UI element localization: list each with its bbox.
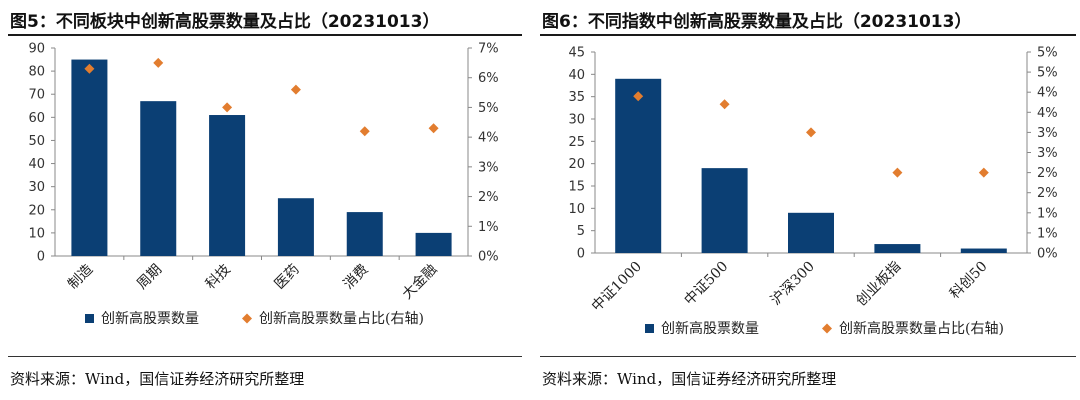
bar-1: [71, 59, 108, 256]
category-label: 医药: [272, 262, 303, 293]
left-tick-label: 45: [568, 46, 585, 61]
left-tick-label: 25: [568, 135, 585, 150]
right-tick-label: 5%: [1037, 66, 1058, 81]
legend-bar-label: 创新高股票数量: [661, 320, 759, 337]
left-tick-label: 40: [28, 157, 45, 172]
ratio-marker-3: [806, 127, 816, 138]
bar-4: [874, 244, 921, 253]
source-rule: [540, 356, 1076, 357]
right-tick-label: 0%: [1037, 247, 1058, 262]
source-rule: [8, 356, 522, 357]
source-note: 资料来源：Wind，国信证券经济研究所整理: [10, 370, 305, 388]
ratio-marker-2: [719, 99, 730, 110]
left-tick-label: 0: [37, 250, 45, 265]
bar-5: [346, 212, 383, 256]
legend-marker-swatch: [822, 323, 832, 334]
chart-title: 图6：不同指数中创新高股票数量及占比（20231013）: [542, 12, 972, 32]
left-tick-label: 20: [28, 203, 45, 218]
ratio-marker-4: [892, 167, 903, 178]
source-note: 资料来源：Wind，国信证券经济研究所整理: [542, 370, 837, 388]
left-tick-label: 40: [568, 68, 585, 83]
ratio-marker-6: [428, 123, 439, 134]
bar-2: [140, 101, 177, 257]
left-tick-label: 15: [568, 180, 585, 195]
bar-5: [960, 248, 1007, 253]
category-label: 创业板指: [853, 259, 904, 310]
right-tick-label: 4%: [478, 131, 499, 146]
right-tick-label: 1%: [1037, 226, 1058, 241]
title-rule: [8, 34, 522, 36]
bar-4: [277, 198, 314, 256]
left-tick-label: 10: [28, 226, 45, 241]
right-tick-label: 0%: [478, 250, 499, 265]
right-tick-label: 1%: [478, 220, 499, 235]
left-tick-label: 35: [568, 90, 585, 105]
chart-title: 图5：不同板块中创新高股票数量及占比（20231013）: [10, 12, 440, 32]
ratio-marker-1: [633, 91, 644, 102]
left-tick-label: 5: [577, 224, 585, 239]
left-tick-label: 10: [568, 202, 585, 217]
left-tick-label: 80: [28, 65, 45, 80]
right-tick-label: 2%: [1037, 186, 1058, 201]
left-tick-label: 50: [28, 134, 45, 149]
left-tick-label: 60: [28, 111, 45, 126]
bar-1: [615, 78, 662, 253]
left-tick-label: 0: [577, 247, 585, 262]
legend-marker-swatch: [242, 313, 252, 324]
left-tick-label: 30: [568, 113, 585, 128]
right-tick-label: 4%: [1037, 106, 1058, 121]
right-tick-label: 3%: [1037, 146, 1058, 161]
chart-fig5: 0 10 20 30 40 50 60 70 80 90 0% 1% 2% 3% 4% 5% 6% 7% 制造 周期 科…: [28, 42, 499, 328]
right-tick-label: 3%: [1037, 126, 1058, 141]
chart-fig6: 0 5 10 15 20 25 30 35 40 45 0% 1% 1% 2% 2% 3% 3% 4% 4% 5% 5%…: [568, 46, 1058, 338]
ratio-marker-3: [222, 102, 233, 113]
legend-marker-label: 创新高股票数量占比(右轴): [259, 310, 424, 327]
legend-marker-label: 创新高股票数量占比(右轴): [839, 320, 1004, 337]
right-tick-label: 6%: [478, 71, 499, 86]
left-tick-label: 70: [28, 88, 45, 103]
chart-panel-fig6: 图6：不同指数中创新高股票数量及占比（20231013） 0 5 10 15 20 25 3…: [540, 0, 1080, 400]
category-label: 中证1000: [589, 259, 645, 315]
bar-3: [209, 115, 246, 257]
right-tick-label: 4%: [1037, 86, 1058, 101]
left-tick-label: 20: [568, 157, 585, 172]
bar-2: [701, 168, 748, 253]
chart-panel-fig5: 图5：不同板块中创新高股票数量及占比（20231013） 0 10 20 30 40 50…: [0, 0, 530, 400]
bar-3: [788, 212, 834, 253]
left-tick-label: 30: [28, 180, 45, 195]
category-label: 沪深300: [768, 259, 818, 309]
right-tick-label: 3%: [478, 160, 499, 175]
category-label: 制造: [65, 262, 96, 293]
legend-bar-swatch: [85, 314, 94, 323]
category-label: 科技: [203, 262, 234, 293]
right-tick-label: 1%: [1037, 206, 1058, 221]
right-tick-label: 7%: [478, 42, 499, 57]
category-label: 科创50: [947, 259, 991, 303]
bar-6: [415, 232, 452, 256]
left-tick-label: 90: [28, 42, 45, 57]
ratio-marker-1: [84, 63, 95, 74]
ratio-marker-5: [359, 126, 370, 137]
category-label: 中证500: [681, 259, 731, 309]
ratio-marker-5: [978, 167, 989, 178]
legend-bar-swatch: [645, 324, 654, 333]
title-rule: [540, 34, 1076, 36]
legend-bar-label: 创新高股票数量: [101, 310, 199, 327]
ratio-marker-2: [153, 57, 164, 68]
ratio-marker-4: [290, 84, 301, 95]
right-tick-label: 5%: [478, 101, 499, 116]
right-tick-label: 2%: [1037, 166, 1058, 181]
category-label: 周期: [134, 262, 165, 293]
category-label: 消费: [340, 262, 371, 293]
right-tick-label: 2%: [478, 190, 499, 205]
category-label: 大金融: [399, 262, 440, 303]
right-tick-label: 5%: [1037, 46, 1058, 61]
